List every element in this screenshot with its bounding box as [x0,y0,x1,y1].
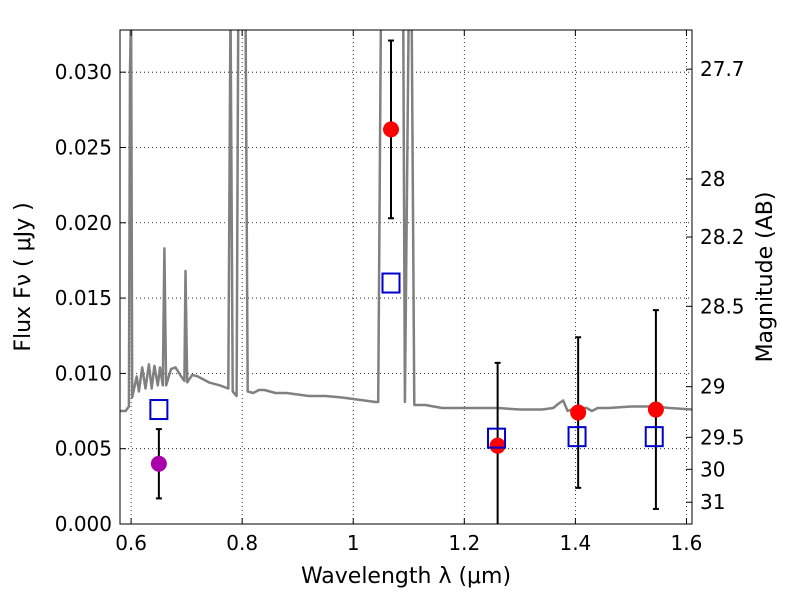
model-point [381,272,401,294]
x-tick-label: 1.6 [671,531,703,555]
y-axis-label-left: Flux Fν ( μJy ) [11,202,36,351]
y-tick-label: 0.020 [55,211,112,235]
data-point [570,404,587,421]
plot-frame [119,29,693,525]
data-marks [149,39,664,524]
x-tick-label: 0.6 [115,531,147,555]
y-tick-label: 0.025 [55,135,112,159]
y-tick-label: 0.010 [55,361,112,385]
mag-tick-label: 30 [700,457,725,481]
axis-ticks: 0.6 0.8 1 1.2 1.4 1.6 0.000 0.005 0.010 0.015 0.02… [55,30,745,555]
y-tick-label: 0.000 [55,512,112,536]
mag-tick-label: 27.7 [700,57,745,81]
x-tick-label: 1 [347,531,360,555]
x-tick-label: 1.2 [448,531,480,555]
data-point [489,437,506,454]
y-tick-label: 0.030 [55,60,112,84]
model-spectrum-line [120,30,692,413]
plot-area [120,30,692,524]
data-point [383,121,400,138]
data-point [647,401,664,418]
mag-tick-label: 28.2 [700,225,745,249]
mag-tick-label: 28.5 [700,294,745,318]
y-tick-label: 0.015 [55,286,112,310]
x-tick-label: 0.8 [226,531,258,555]
model-point [567,426,587,448]
model-point [487,427,507,449]
model-point [149,399,169,421]
mag-tick-label: 29 [700,375,725,399]
x-tick-label: 1.4 [559,531,591,555]
x-axis-label: Wavelength λ (μm) [301,564,511,589]
mag-tick-label: 28 [700,167,725,191]
y-axis-label-right: Magnitude (AB) [753,192,778,363]
mag-tick-label: 29.5 [700,425,745,449]
model-point [644,426,664,448]
data-point [150,455,167,472]
y-tick-label: 0.005 [55,437,112,461]
mag-tick-label: 31 [700,490,725,514]
